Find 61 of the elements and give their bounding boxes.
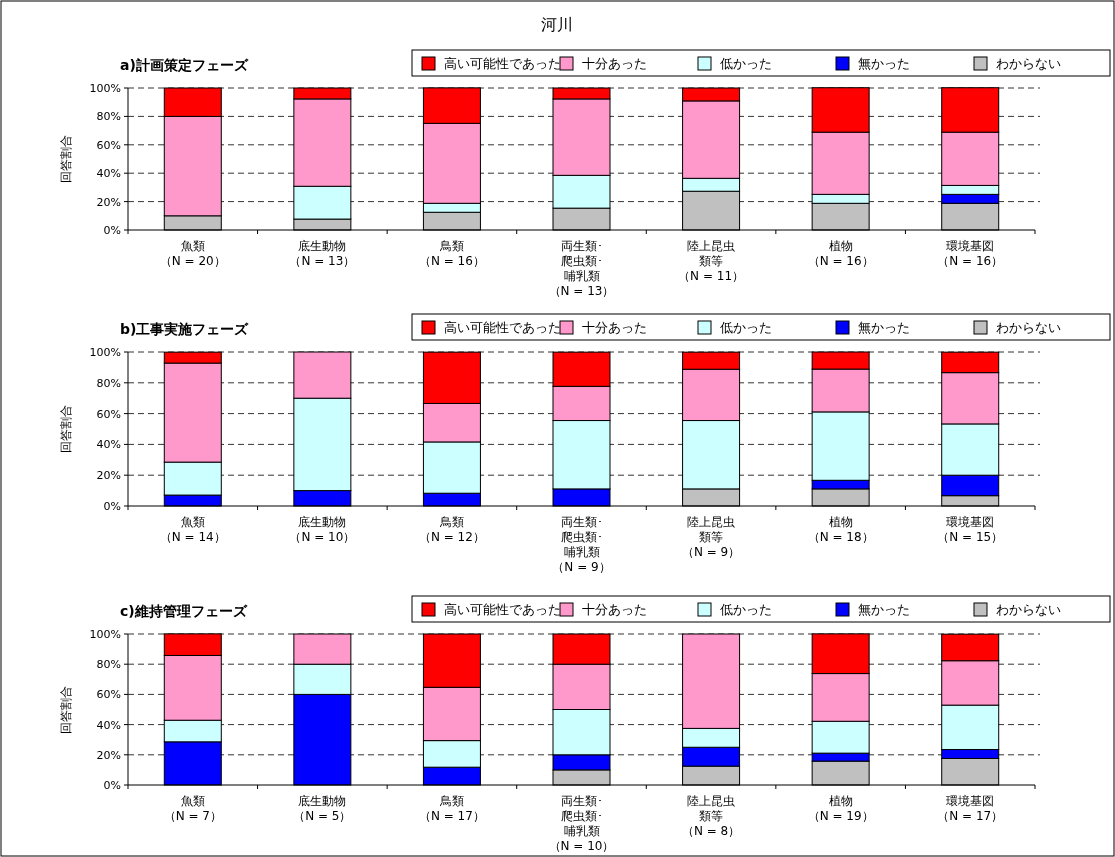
x-tick-label: 環境基図（N = 17） — [937, 794, 1004, 823]
y-axis-title: 回答割合 — [59, 405, 73, 453]
legend-label: 高い可能性であった — [444, 320, 561, 335]
y-tick-label: 0% — [103, 224, 121, 237]
chart-subtitle: c)維持管理フェーズ — [120, 603, 248, 619]
x-tick-label: 環境基図（N = 16） — [937, 239, 1004, 268]
legend-label: 低かった — [720, 602, 772, 617]
y-tick-label: 100% — [89, 346, 121, 359]
chart-subtitle: b)工事実施フェーズ — [120, 321, 250, 337]
legend-label: 無かった — [858, 602, 910, 617]
x-tick-label: 底生動物（N = 10） — [289, 515, 356, 544]
x-tick-label: 底生動物（N = 5） — [293, 794, 352, 823]
legend-label: 無かった — [858, 320, 910, 335]
x-tick-label: 魚類（N = 14） — [159, 515, 226, 544]
x-tick-label: 環境基図（N = 15） — [937, 515, 1004, 544]
legend-label: 低かった — [720, 56, 772, 71]
y-tick-label: 100% — [89, 628, 121, 641]
y-tick-label: 60% — [96, 407, 121, 421]
y-tick-label: 80% — [96, 110, 121, 124]
y-axis-title: 回答割合 — [59, 135, 73, 183]
legend-label: 無かった — [858, 56, 910, 71]
y-tick-label: 20% — [96, 469, 121, 483]
legend-label: 十分あった — [582, 602, 647, 617]
y-tick-label: 20% — [96, 195, 121, 209]
y-tick-label: 40% — [96, 438, 121, 452]
y-tick-label: 100% — [89, 82, 121, 95]
y-tick-label: 20% — [96, 748, 121, 762]
y-axis-title: 回答割合 — [59, 685, 73, 734]
y-tick-label: 40% — [96, 167, 121, 181]
x-tick-label: 魚類（N = 20） — [159, 239, 226, 268]
x-tick-label: 植物（N = 16） — [807, 239, 874, 268]
x-tick-label: 植物（N = 19） — [807, 794, 874, 823]
x-tick-label: 陸上昆虫類等（N = 11） — [678, 239, 745, 283]
x-tick-label: 両生類･爬虫類･哺乳類（N = 9） — [552, 515, 611, 574]
x-tick-label: 鳥類（N = 17） — [418, 794, 485, 823]
x-tick-label: 両生類･爬虫類･哺乳類（N = 10） — [548, 794, 615, 853]
legend-label: 十分あった — [582, 56, 647, 71]
x-tick-label: 魚類（N = 7） — [163, 794, 222, 823]
chart-title: 河川 — [541, 15, 573, 34]
legend-label: わからない — [996, 320, 1061, 335]
x-tick-label: 鳥類（N = 16） — [418, 239, 485, 268]
legend-label: 十分あった — [582, 320, 647, 335]
y-tick-label: 60% — [96, 688, 121, 702]
x-tick-label: 陸上昆虫類等（N = 9） — [681, 515, 741, 559]
y-tick-label: 80% — [96, 658, 121, 672]
legend-label: 高い可能性であった — [444, 56, 561, 71]
legend-label: 低かった — [720, 320, 772, 335]
x-tick-label: 底生動物（N = 13） — [289, 239, 356, 268]
legend-label: 高い可能性であった — [444, 602, 561, 617]
y-tick-label: 0% — [103, 500, 121, 513]
legend-label: わからない — [996, 602, 1061, 617]
y-tick-label: 40% — [96, 718, 121, 732]
x-tick-label: 鳥類（N = 12） — [418, 515, 485, 544]
x-tick-label: 両生類･爬虫類･哺乳類（N = 13） — [548, 239, 615, 298]
chart-subtitle: a)計画策定フェーズ — [120, 57, 249, 73]
y-tick-label: 0% — [103, 779, 121, 792]
legend-label: わからない — [996, 56, 1061, 71]
y-tick-label: 80% — [96, 376, 121, 390]
x-tick-label: 植物（N = 18） — [807, 515, 874, 544]
x-tick-label: 陸上昆虫類等（N = 8） — [681, 794, 741, 838]
y-tick-label: 60% — [96, 138, 121, 152]
